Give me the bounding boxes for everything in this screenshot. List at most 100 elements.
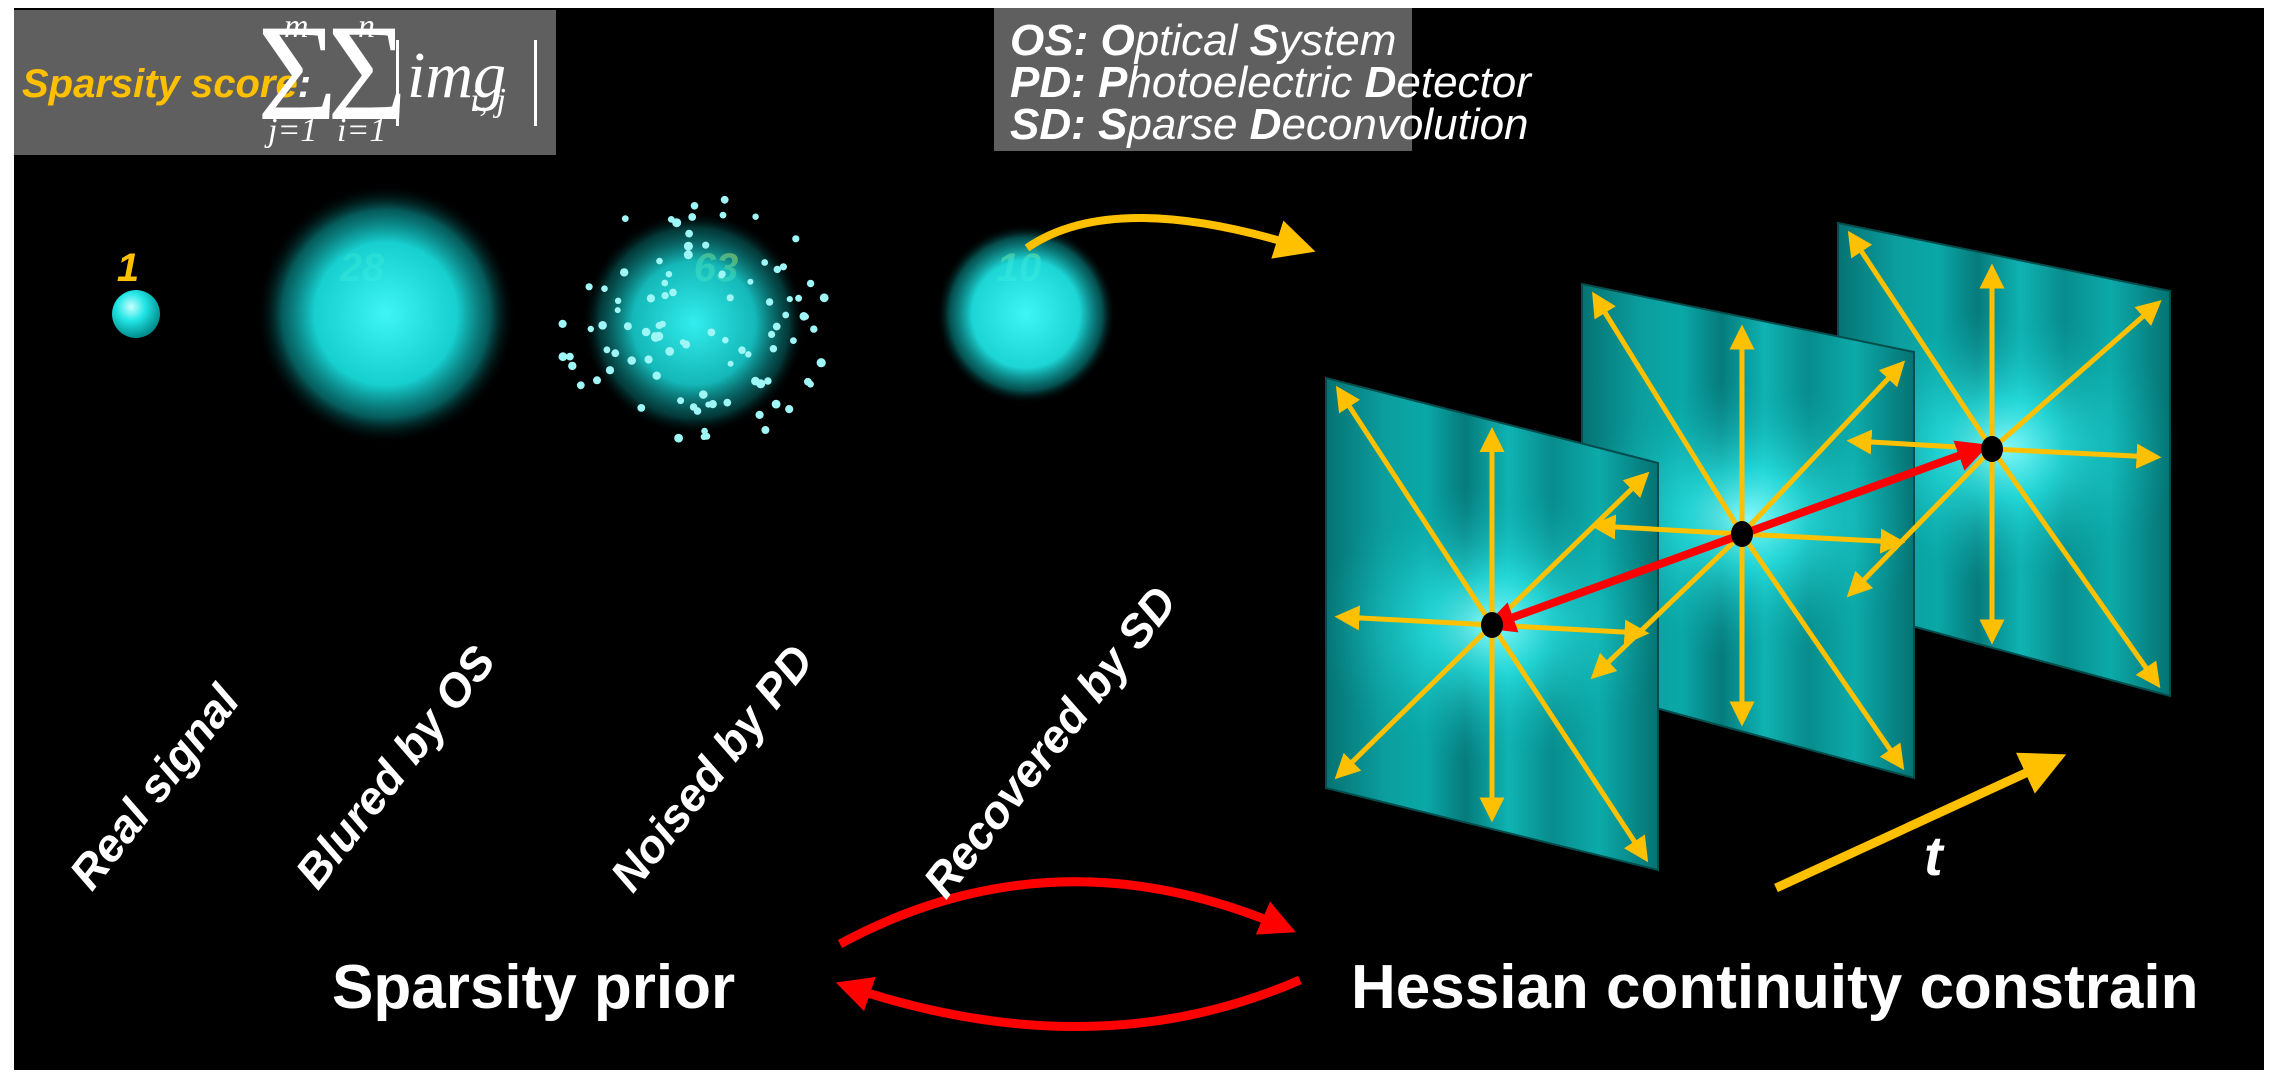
noise-speckle [656,257,663,265]
sparsity-score-label: Sparsity score [22,62,298,106]
term-subscript: i, j [470,82,506,119]
noise-speckle [685,229,693,238]
noise-speckle [641,327,651,337]
noise-speckle [768,330,776,338]
hessian-arrow-frame-3 [1989,447,2161,689]
noise-speckle [771,399,781,409]
noise-speckle [661,292,669,300]
noise-speckle [621,215,629,223]
noise-speckle [593,376,601,385]
legend-line-sd: SD: Sparse Deconvolution [1010,100,1529,149]
noise-speckle [655,321,663,330]
sum-inner-upper: n [358,8,375,45]
noise-speckle [722,336,729,344]
figure-canvas: Sparsity score: m Σ j=1 n Σ i=1 img i, j… [14,8,2264,1070]
noise-speckle [672,218,682,228]
abs-bar-right [534,40,537,126]
noise-speckle [702,241,710,249]
noise-speckle [782,311,790,319]
noise-speckle [779,263,788,271]
noise-speckle [614,307,621,314]
noise-speckle [816,358,826,368]
noise-speckle [790,337,797,344]
noise-speckle [627,356,636,365]
hessian-arrow-frame-1 [1334,605,1493,631]
noise-speckle [611,349,620,358]
noise-speckle [690,202,699,210]
noise-speckle [723,398,732,407]
blurred-signal-blob [256,184,516,444]
noise-speckle [785,405,794,414]
hessian-arrow-frame-1 [1334,623,1494,780]
curved-arrow-to-frames [1024,214,1316,259]
noise-speckle [652,371,661,380]
hessian-constraint-label: Hessian continuity constrain [1351,953,2199,1022]
noise-speckle [807,380,814,388]
noise-speckle [705,401,712,408]
noise-speckle [654,331,664,341]
noise-speckle [703,432,711,440]
noise-speckle [819,293,829,303]
noise-speckle [644,355,653,364]
center-point-frame-2 [1731,521,1753,547]
noise-speckle [605,366,615,375]
cycle-arrow-top [837,877,1296,948]
abs-bar-left [396,40,399,126]
noise-speckle [689,403,698,411]
noise-speckles [558,195,829,443]
noise-speckle [773,265,781,274]
noise-speckle [683,241,693,251]
noise-speckle [786,296,793,303]
noise-speckle [674,433,683,443]
legend-line-pd: PD: Photoelectric Detector [1010,58,1531,107]
noise-speckle [558,352,568,362]
noise-speckle [677,397,685,405]
abbreviation-legend-box: OS: Optical System PD: Photoelectric Det… [994,8,1531,151]
time-axis-label: t [1924,824,1943,887]
noise-speckle [601,285,608,293]
hessian-arrow-frame-3 [1847,230,1995,451]
noise-speckle [661,279,669,287]
noise-speckle [738,346,746,355]
noise-speckle [761,259,769,266]
noise-speckle [755,410,764,419]
noise-speckle [679,339,687,346]
hessian-arrow-frame-1 [1489,623,1649,863]
noise-speckle [665,270,673,278]
hessian-arrow-frame-1 [1335,385,1495,627]
noise-speckle [566,352,574,361]
noise-speckle [683,250,693,260]
sparsity-formula-box: Sparsity score: m Σ j=1 n Σ i=1 img i, j [14,8,556,155]
noise-speckle [769,345,778,353]
sum-inner-lower: i=1 [337,112,387,149]
noise-speckle [726,294,734,302]
noise-speckle [669,288,677,297]
time-axis-arrow [1774,752,2067,893]
noise-speckle [727,360,734,367]
noise-speckle [623,322,632,331]
noise-speckle [558,319,567,328]
noise-speckle [576,381,585,390]
noise-speckle [707,328,716,337]
sum-outer-symbol: Σ [257,8,338,149]
sum-inner-symbol: Σ [327,8,408,149]
noise-speckle [765,298,774,306]
noise-speckle [699,390,708,399]
term-img: img [407,39,506,112]
noise-speckle [701,427,708,435]
sparsity-prior-label: Sparsity prior [332,953,736,1022]
sum-outer-upper: m [284,8,309,45]
sum-outer-lower: j=1 [268,112,318,149]
center-point-frame-3 [1981,436,2003,462]
hessian-arrow-frame-3 [1990,300,2162,451]
noise-speckle [764,377,772,385]
noise-speckle [620,268,629,277]
center-point-frame-1 [1481,612,1503,638]
noise-speckle [802,313,809,320]
noise-speckle [587,325,594,333]
noise-speckle [688,213,697,221]
noise-speckle [751,376,760,386]
noise-speckle [810,325,818,333]
noise-speckle [719,211,727,219]
noise-speckle [603,346,611,354]
